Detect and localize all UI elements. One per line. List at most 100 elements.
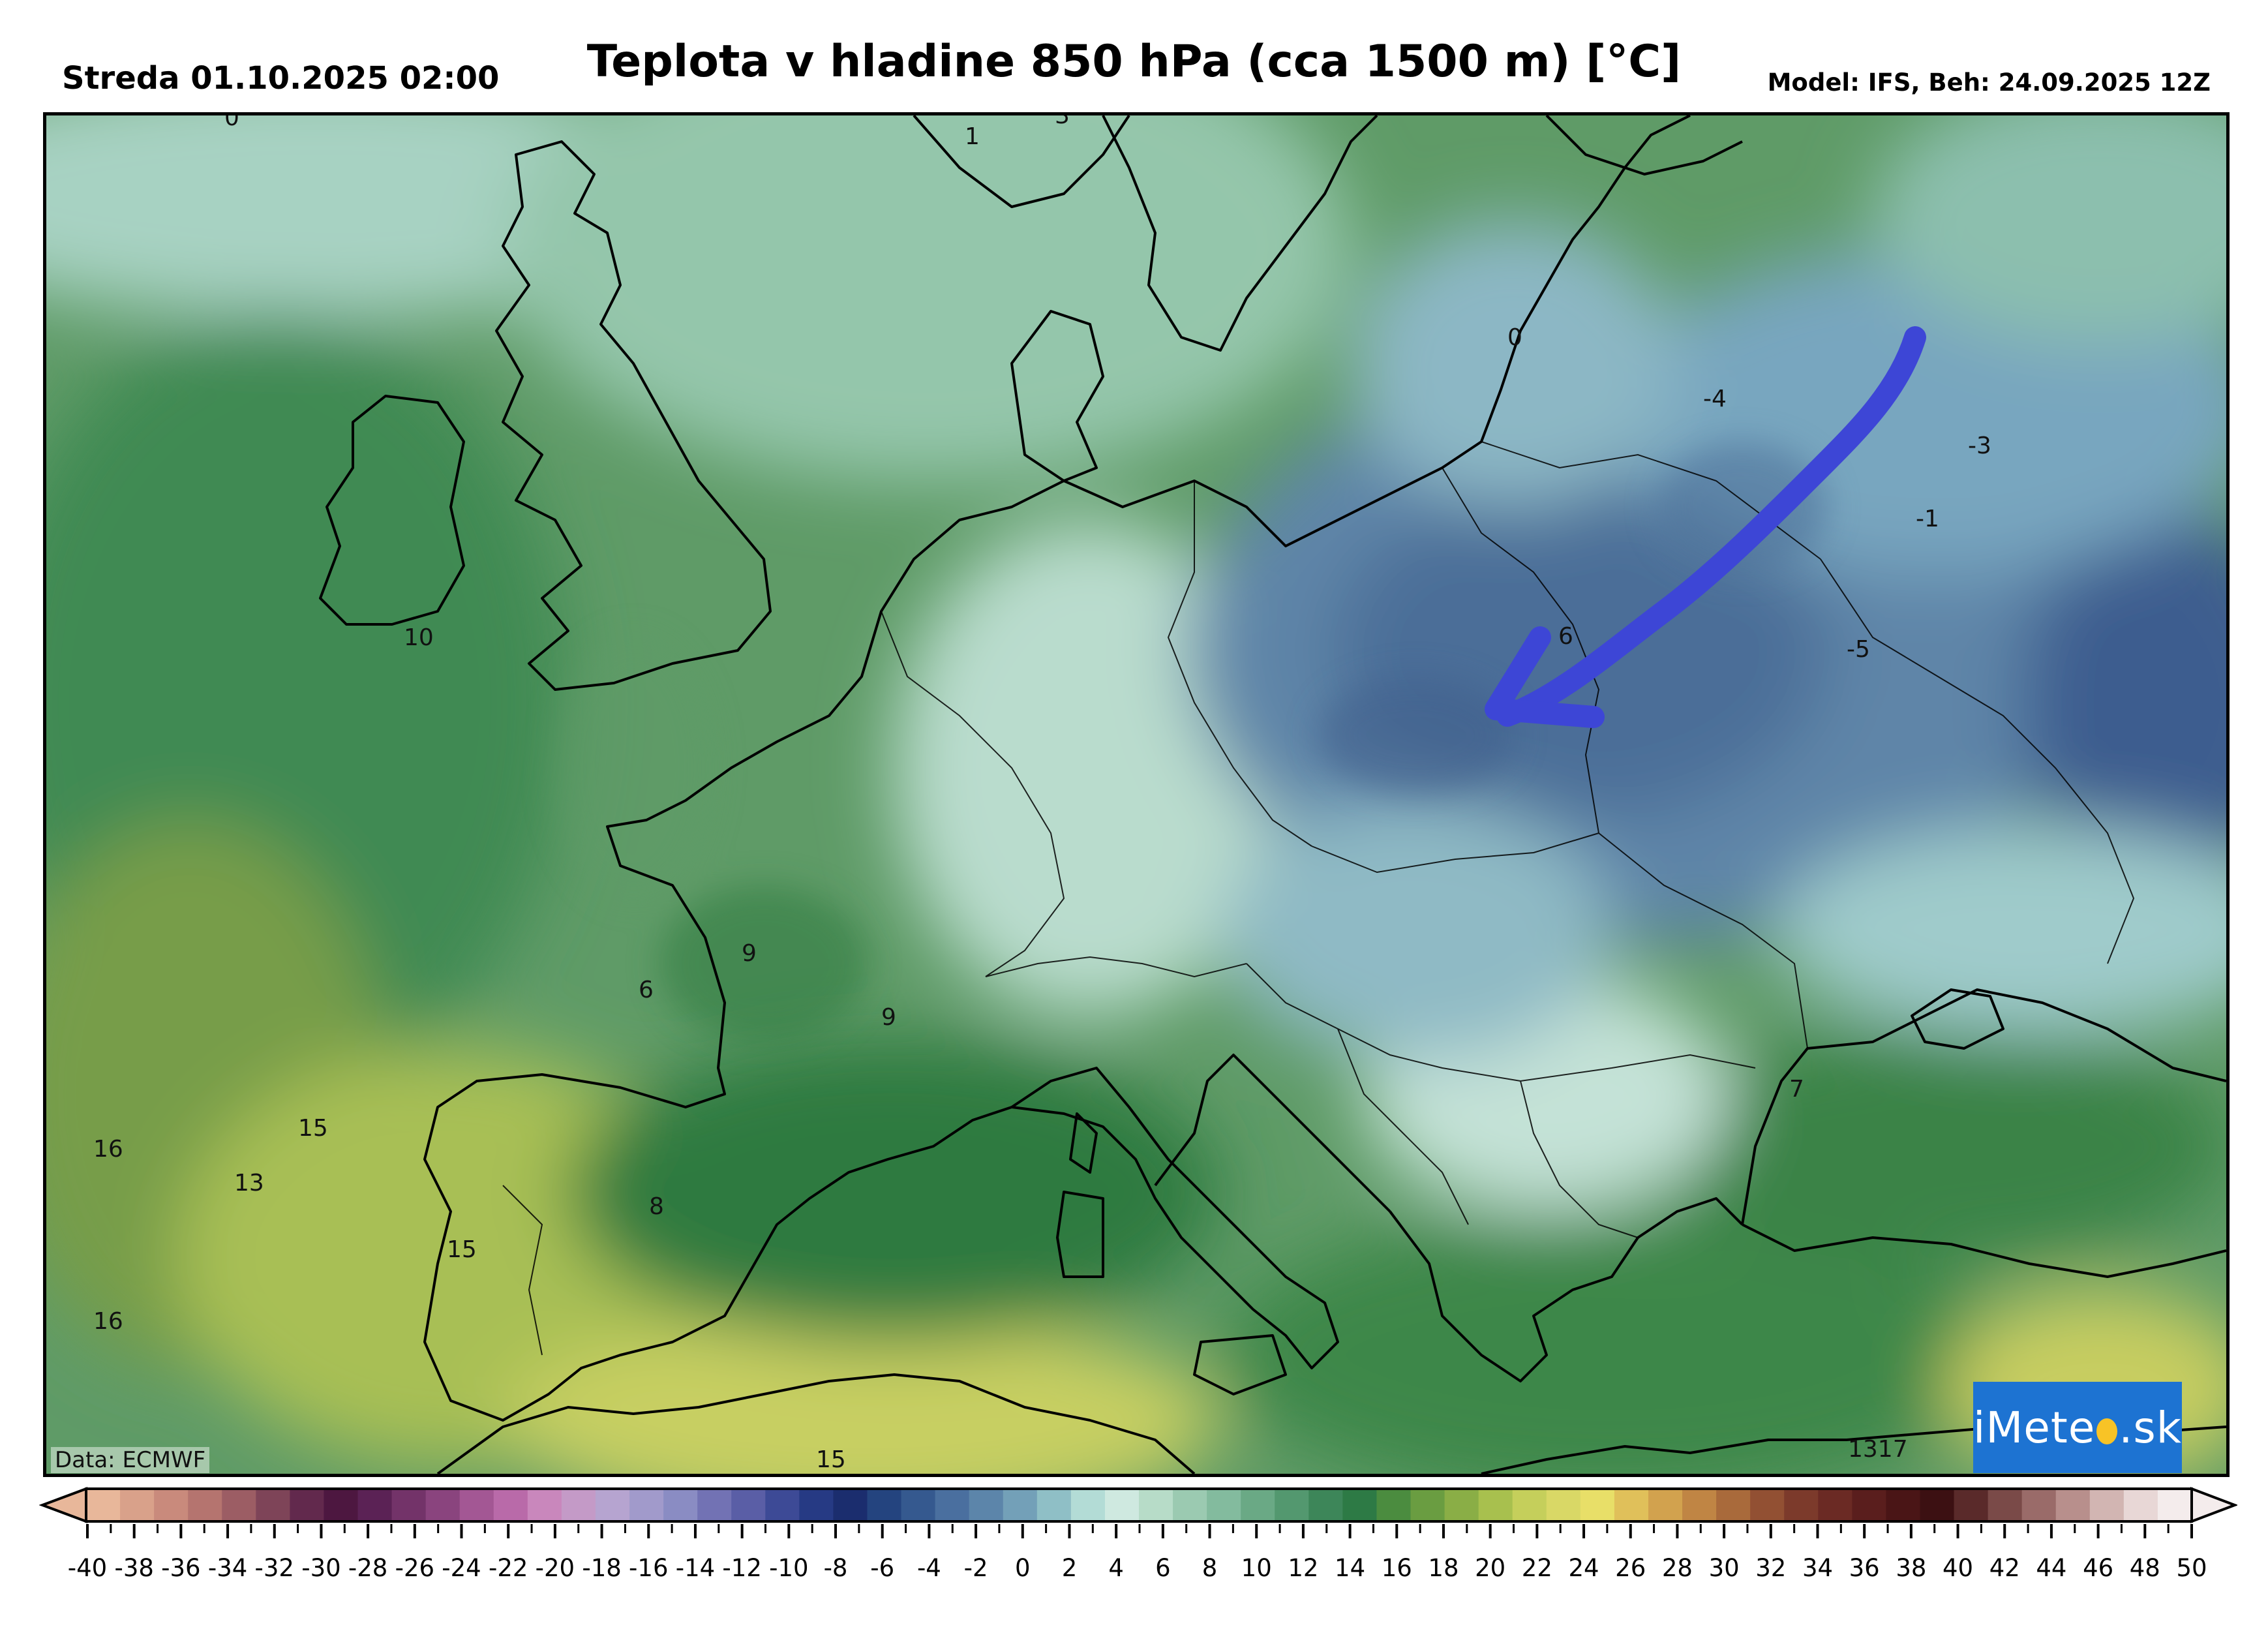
colorbar-swatch — [493, 1489, 528, 1521]
border-baltics — [1481, 441, 1821, 560]
colorbar-tick-label: 40 — [1943, 1554, 1973, 1582]
colorbar-swatch — [901, 1489, 936, 1521]
contour-label: -5 — [1847, 636, 1870, 663]
colorbar-tick-label: -20 — [536, 1554, 575, 1582]
border-france-germany — [881, 611, 1065, 977]
colorbar-swatch — [561, 1489, 596, 1521]
sardinia-outline — [1056, 1191, 1104, 1278]
colorbar-tick-label: 12 — [1288, 1554, 1318, 1582]
colorbar-swatch — [765, 1489, 800, 1521]
north-africa-coast — [436, 1373, 1196, 1474]
colorbar-swatch — [1818, 1489, 1853, 1521]
colorbar-tick-label: 36 — [1849, 1554, 1880, 1582]
colorbar-swatch — [290, 1489, 325, 1521]
black-sea-south — [1742, 1223, 2226, 1278]
colorbar-tick-label: 10 — [1241, 1554, 1272, 1582]
colorbar-tick-label: 38 — [1896, 1554, 1926, 1582]
border-czechia-poland — [1311, 832, 1599, 874]
colorbar-swatch — [1376, 1489, 1412, 1521]
colorbar-tick-label: -14 — [676, 1554, 715, 1582]
model-run: Model: IFS, Beh: 24.09.2025 12Z — [1767, 69, 2211, 97]
contour-label: -3 — [1968, 433, 1991, 459]
colorbar-swatch — [120, 1489, 155, 1521]
valid-time: Streda 01.10.2025 02:00 — [62, 60, 500, 97]
logo-text-left: iMete — [1973, 1402, 2096, 1453]
colorbar-tick-label: 42 — [1989, 1554, 2020, 1582]
colorbar-tick-label: 0 — [1015, 1554, 1031, 1582]
colorbar-swatch — [1750, 1489, 1785, 1521]
colorbar-swatch — [2123, 1489, 2158, 1521]
colorbar-swatch — [1648, 1489, 1684, 1521]
greece-coast — [1389, 1197, 1744, 1382]
colorbar-swatch — [1308, 1489, 1344, 1521]
contour-label: 16 — [93, 1308, 123, 1335]
colorbar-tick-label: 4 — [1108, 1554, 1124, 1582]
colorbar-tick-label: 50 — [2176, 1554, 2207, 1582]
borders — [502, 441, 2135, 1356]
colorbar-tick-label: -36 — [161, 1554, 200, 1582]
sun-icon — [2096, 1418, 2118, 1444]
border-poland-belarus — [1442, 467, 1600, 834]
contour-label: 9 — [742, 940, 757, 967]
border-danube — [1246, 963, 1756, 1082]
border-alps — [985, 956, 1247, 978]
sweden-coast — [1102, 115, 1378, 352]
colorbar-tick-label: -40 — [68, 1554, 107, 1582]
colorbar-tick-label: 26 — [1615, 1554, 1646, 1582]
contour-label: 10 — [404, 624, 434, 651]
map-canvas: 0 1 3 10 16 13 15 16 15 8 6 9 9 15 0 -4 … — [46, 115, 2226, 1474]
colorbar-tick-label: -6 — [870, 1554, 894, 1582]
colorbar-tick-label: -34 — [208, 1554, 247, 1582]
colorbar-tick-label: 34 — [1802, 1554, 1833, 1582]
border-germany-poland — [1167, 481, 1312, 847]
colorbar: -40 -38 -36 -34 -32 -30 -28 -26 -24 -22 -20 -18 -16-… — [39, 1487, 2237, 1582]
imeteo-logo[interactable]: iMete .sk — [1973, 1382, 2182, 1473]
field-detail — [555, 442, 1827, 1042]
colorbar-swatch — [1852, 1489, 1887, 1521]
colorbar-swatch — [1410, 1489, 1445, 1521]
arrow-head — [1485, 626, 1605, 728]
colorbar-swatch — [697, 1489, 733, 1521]
colorbar-swatch — [1988, 1489, 2023, 1521]
colorbar-swatch — [222, 1489, 257, 1521]
colorbar-swatch — [1580, 1489, 1615, 1521]
colorbar-swatch — [1546, 1489, 1581, 1521]
colorbar-swatch — [256, 1489, 291, 1521]
colorbar-swatch — [1444, 1489, 1479, 1521]
colorbar-swatch — [969, 1489, 1004, 1521]
contour-label: 7 — [1789, 1076, 1804, 1103]
sicily-outline — [1193, 1334, 1287, 1395]
contour-label: 3 — [1055, 115, 1070, 129]
colorbar-swatch — [663, 1489, 699, 1521]
colorbar-swatch — [154, 1489, 189, 1521]
colorbar-swatch — [1342, 1489, 1378, 1521]
colorbar-tick-label: -22 — [489, 1554, 528, 1582]
colorbar-tick-label: -38 — [114, 1554, 153, 1582]
arrow-shaft — [1496, 326, 1926, 727]
border-ukraine-romania — [1598, 832, 1808, 1049]
colorbar-swatch — [357, 1489, 393, 1521]
colorbar-tick-label: -24 — [442, 1554, 481, 1582]
colorbar-swatch — [2055, 1489, 2091, 1521]
colorbar-tick-label: -28 — [348, 1554, 387, 1582]
colorbar-swatch — [1207, 1489, 1242, 1521]
border-spain-portugal — [502, 1185, 543, 1356]
colorbar-tick-label: -30 — [301, 1554, 340, 1582]
great-britain-outline — [495, 140, 772, 691]
colorbar-tick-label: 14 — [1335, 1554, 1365, 1582]
colorbar-tick-label: 2 — [1062, 1554, 1078, 1582]
temperature-field — [46, 115, 2226, 1474]
colorbar-tick-label: 44 — [2036, 1554, 2066, 1582]
colorbar-swatch — [188, 1489, 223, 1521]
colorbar-tick-label: 16 — [1382, 1554, 1412, 1582]
colorbar-swatch — [1003, 1489, 1038, 1521]
colorbar-tick-label: 46 — [2083, 1554, 2113, 1582]
map-title: Teplota v hladine 850 hPa (cca 1500 m) [… — [586, 36, 1682, 87]
colorbar-frame — [85, 1487, 2193, 1523]
colorbar-swatch — [1954, 1489, 1989, 1521]
contour-label: 1317 — [1848, 1436, 1908, 1463]
colorbar-tick-label: 28 — [1662, 1554, 1693, 1582]
corsica-outline — [1069, 1112, 1098, 1174]
colorbar-swatch — [1139, 1489, 1174, 1521]
colorbar-tick-label: 6 — [1155, 1554, 1171, 1582]
